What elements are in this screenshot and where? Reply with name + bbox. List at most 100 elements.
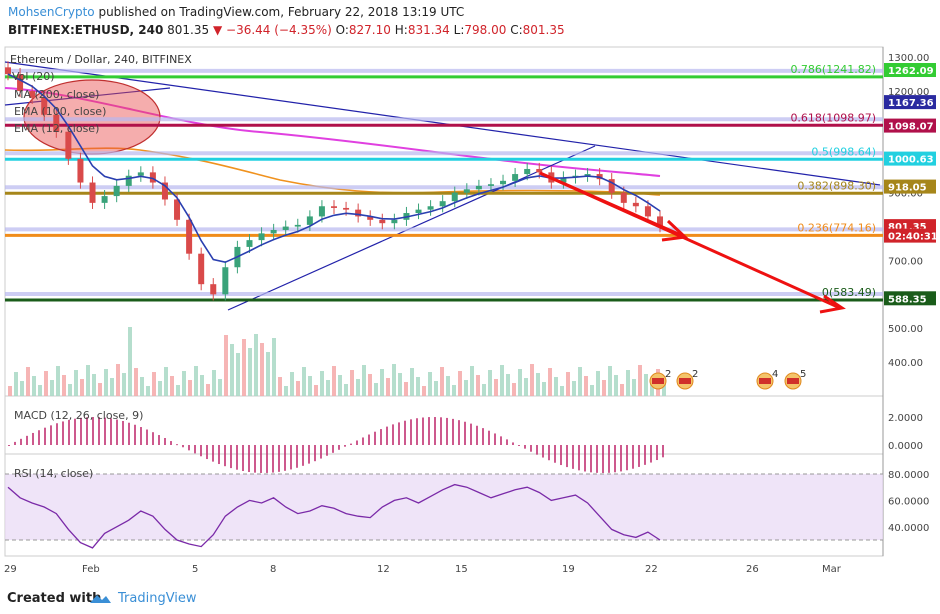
fib-label: 0.236(774.16) bbox=[797, 221, 876, 234]
volume-bar bbox=[254, 334, 258, 396]
volume-bar bbox=[242, 339, 246, 396]
price-tick-label: 500.00 bbox=[888, 324, 923, 335]
volume-bar bbox=[626, 370, 630, 396]
macd-bar bbox=[50, 425, 52, 445]
volume-bar bbox=[518, 369, 522, 396]
macd-bar bbox=[74, 418, 76, 445]
macd-bar bbox=[134, 424, 136, 445]
price-tag-text: 801.35 bbox=[888, 222, 927, 233]
macd-bar bbox=[158, 435, 160, 445]
volume-bar bbox=[128, 327, 132, 396]
macd-bar bbox=[326, 445, 328, 456]
macd-bar bbox=[356, 440, 358, 445]
macd-bar bbox=[86, 417, 88, 445]
macd-bar bbox=[302, 445, 304, 466]
macd-bar bbox=[656, 445, 658, 461]
change-value: −36.44 (−4.35%) bbox=[226, 23, 332, 37]
macd-bar bbox=[662, 445, 664, 458]
macd-bar bbox=[626, 445, 628, 471]
author-link[interactable]: MohsenCrypto bbox=[8, 5, 95, 19]
price-tag bbox=[884, 291, 936, 306]
volume-bar bbox=[596, 371, 600, 396]
tradingview-link[interactable]: TradingView bbox=[118, 591, 197, 606]
macd-bar bbox=[212, 445, 214, 462]
price-chart[interactable]: 0.786(1241.82) 0.618(1098.97) 0.5(998.64) 0… bbox=[0, 40, 940, 586]
price-tick-label: 900.00 bbox=[888, 189, 923, 200]
candle-body bbox=[41, 97, 48, 115]
time-tick-label: 29 bbox=[4, 564, 17, 575]
event-count: 4 bbox=[772, 369, 778, 380]
macd-bar bbox=[374, 431, 376, 445]
macd-bar bbox=[200, 445, 202, 457]
volume-bar bbox=[92, 374, 96, 396]
volume-bar bbox=[494, 379, 498, 396]
macd-bar bbox=[368, 434, 370, 445]
candle-body bbox=[463, 189, 470, 193]
volume-bar bbox=[398, 373, 402, 396]
ema12-legend: EMA (12, close) bbox=[14, 122, 99, 135]
volume-bar bbox=[440, 367, 444, 396]
macd-bar bbox=[332, 445, 334, 453]
volume-bar bbox=[410, 368, 414, 396]
volume-bar bbox=[236, 353, 240, 396]
event-flags[interactable]: 2 2 4 5 bbox=[649, 369, 806, 390]
candle-body bbox=[427, 206, 434, 210]
price-tag-text: 918.05 bbox=[888, 183, 927, 194]
candle-body bbox=[210, 284, 217, 295]
macd-bar bbox=[272, 445, 274, 473]
rsi-legend: RSI (14, close) bbox=[14, 467, 93, 480]
macd-bar bbox=[554, 445, 556, 463]
macd-bar bbox=[116, 419, 118, 445]
candle-body bbox=[487, 184, 494, 186]
fib-label: 0.786(1241.82) bbox=[790, 63, 876, 76]
volume-bar bbox=[530, 364, 534, 396]
macd-bar bbox=[242, 445, 244, 472]
price-tick-label: 700.00 bbox=[888, 256, 923, 267]
macd-histogram bbox=[8, 417, 664, 473]
macd-tick-label: 0.0000 bbox=[888, 441, 923, 452]
flag-stripes bbox=[787, 378, 799, 384]
price-tag-text: 1000.63 bbox=[888, 155, 934, 166]
price-tag bbox=[884, 179, 936, 194]
volume-bar bbox=[296, 381, 300, 396]
macd-bar bbox=[536, 445, 538, 455]
c-label: C: bbox=[510, 23, 523, 37]
volume-bar bbox=[332, 366, 336, 396]
macd-bar bbox=[428, 417, 430, 445]
c-value: 801.35 bbox=[522, 23, 565, 37]
volume-bar bbox=[140, 377, 144, 396]
volume-bar bbox=[194, 366, 198, 396]
volume-bar bbox=[452, 385, 456, 396]
down-arrow-icon: ▼ bbox=[212, 23, 223, 37]
candle-body bbox=[343, 207, 350, 210]
candle-body bbox=[512, 174, 519, 181]
fib-label: 0.382(898.30) bbox=[797, 179, 876, 192]
macd-bar bbox=[188, 445, 190, 451]
candle-body bbox=[306, 216, 313, 225]
ma-legend: MA (200, close) bbox=[14, 88, 99, 101]
candle-body bbox=[161, 182, 168, 200]
volume-bar bbox=[182, 371, 186, 396]
macd-bar bbox=[164, 437, 166, 445]
candle-body bbox=[318, 206, 325, 217]
volume-bar bbox=[422, 386, 426, 396]
indicator-axes: 2.0000 0.0000 80.0000 60.0000 40.0000 bbox=[888, 413, 929, 534]
volume-bar bbox=[218, 379, 222, 396]
macd-bar bbox=[494, 433, 496, 445]
macd-bar bbox=[362, 437, 364, 445]
candle-body bbox=[101, 196, 108, 203]
candle-body bbox=[391, 219, 398, 224]
candle-body bbox=[632, 202, 639, 207]
macd-bar bbox=[8, 445, 10, 446]
macd-bar bbox=[452, 418, 454, 445]
volume-bar bbox=[56, 366, 60, 396]
volume-bar bbox=[536, 373, 540, 396]
volume-bar bbox=[506, 374, 510, 396]
event-count: 2 bbox=[692, 369, 698, 380]
footer: Created with TradingView bbox=[0, 586, 940, 614]
volume-bar bbox=[386, 378, 390, 396]
macd-bar bbox=[650, 445, 652, 463]
volume-bar bbox=[320, 371, 324, 396]
chart-title: Ethereum / Dollar, 240, BITFINEX bbox=[10, 53, 192, 66]
time-tick-label: 12 bbox=[377, 564, 390, 575]
